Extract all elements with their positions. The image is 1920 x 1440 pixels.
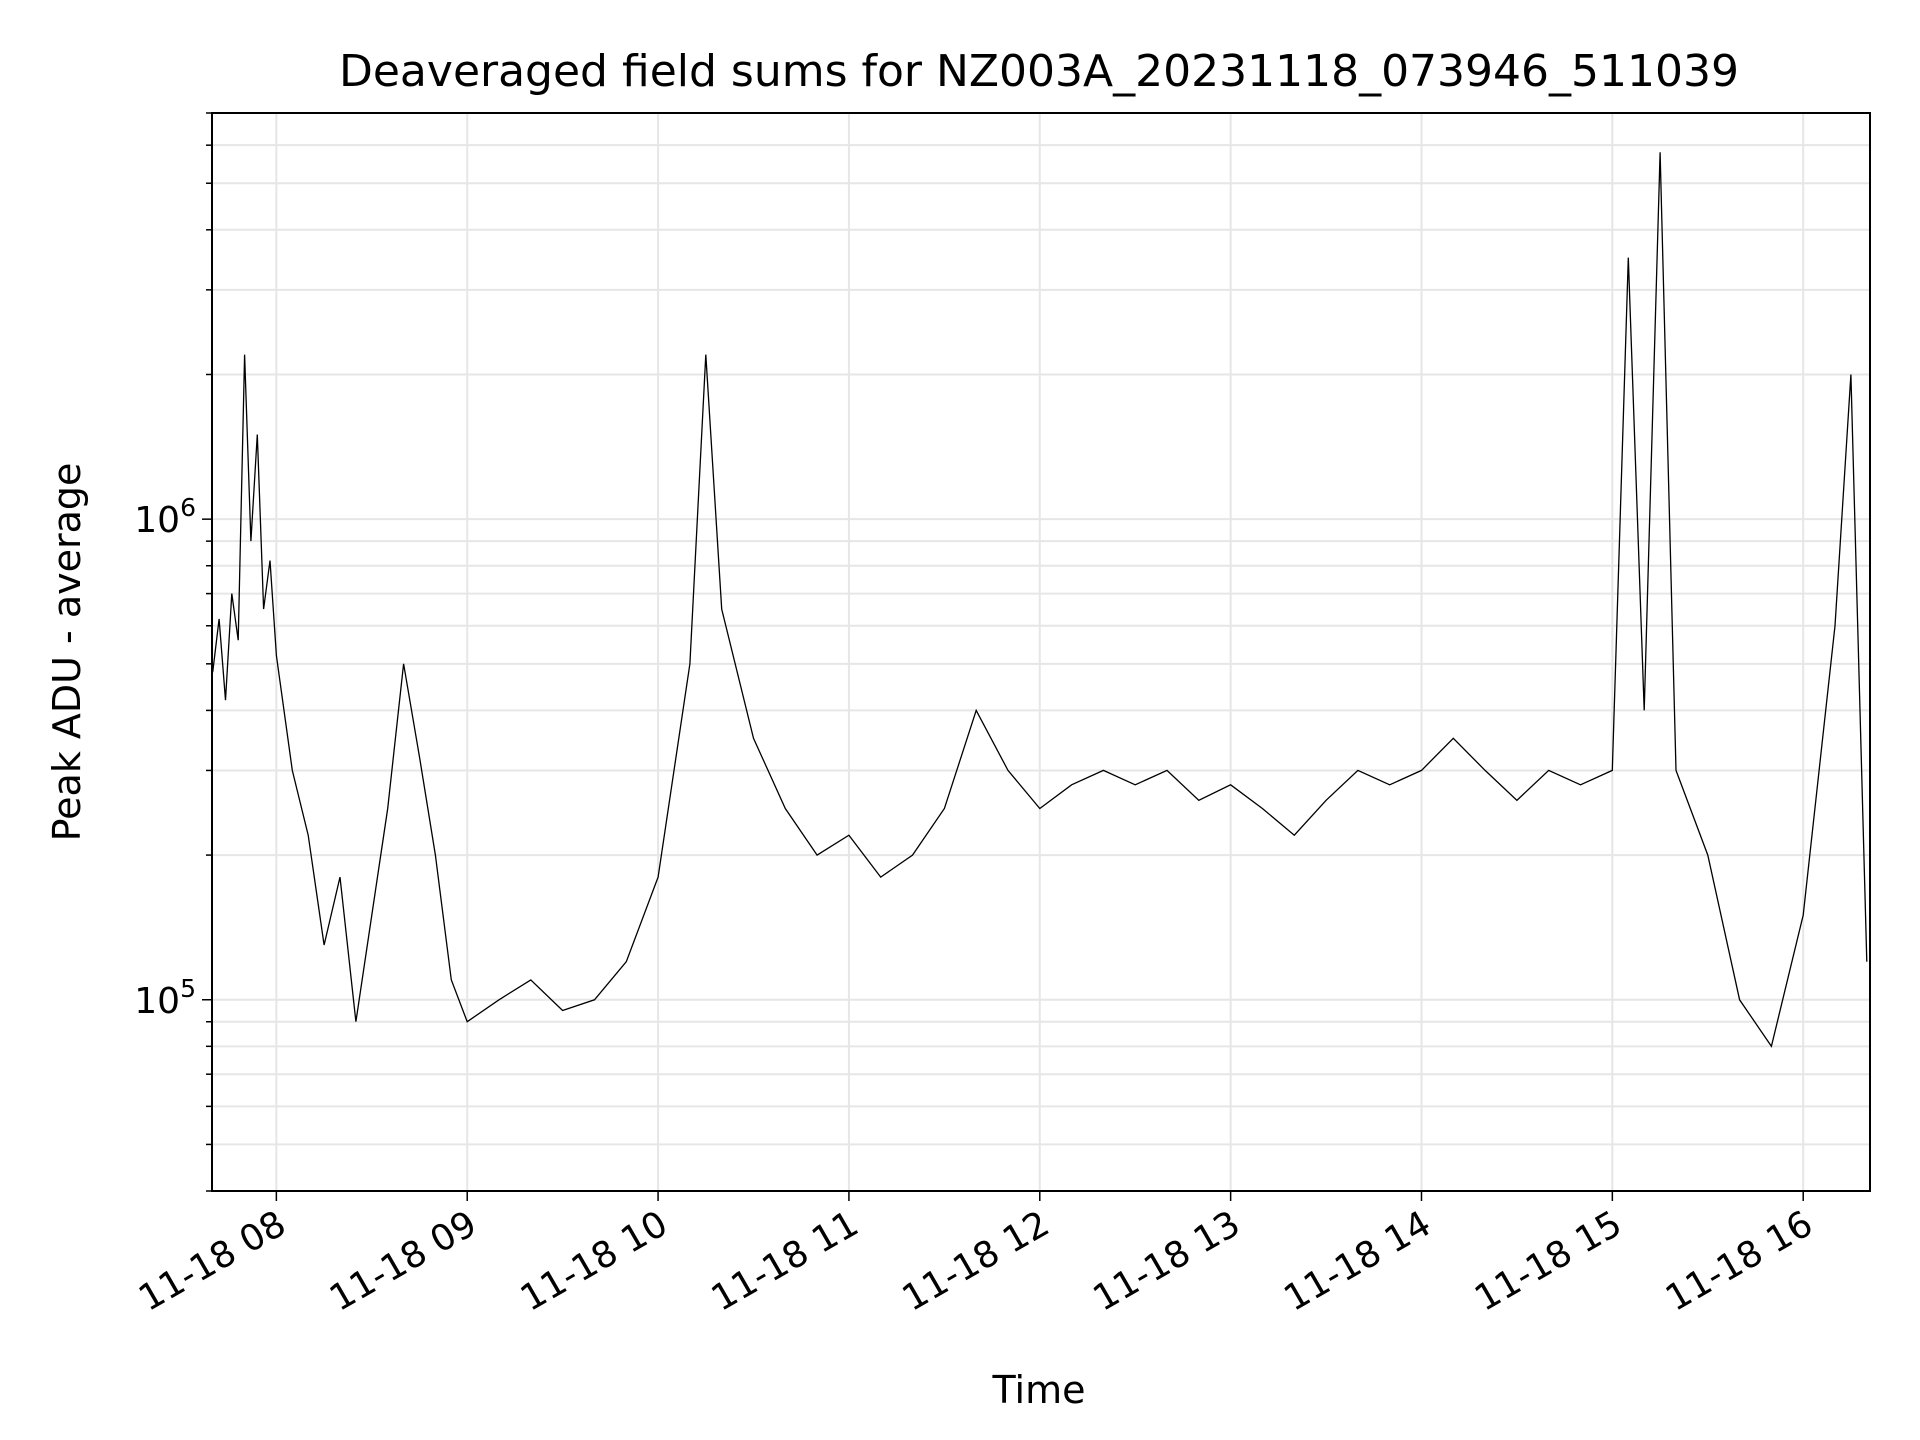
- x-tick-label: 11-18 10: [514, 1203, 675, 1319]
- grid-lines: [212, 112, 1870, 1192]
- plot-area: [212, 152, 1868, 1048]
- y-tick-label: 105: [134, 974, 196, 1022]
- x-tick-label: 11-18 16: [1659, 1203, 1820, 1319]
- x-tick-label: 11-18 11: [705, 1203, 866, 1319]
- plot-frame: [211, 112, 1871, 1192]
- y-tick-label: 106: [134, 493, 196, 541]
- chart-title: Deaveraged field sums for NZ003A_2023111…: [339, 46, 1739, 97]
- x-tick-label: 11-18 13: [1086, 1203, 1247, 1319]
- series-line: [212, 152, 1868, 1048]
- x-axis-ticks: 11-18 08 11-18 09 11-18 10 11-18 11 11-18 12…: [132, 1191, 1820, 1320]
- y-axis-ticks: 105 106: [134, 112, 212, 1192]
- x-tick-label: 11-18 15: [1468, 1203, 1629, 1319]
- x-tick-label: 11-18 12: [896, 1203, 1057, 1319]
- x-axis-label: Time: [992, 1368, 1086, 1412]
- x-tick-label: 11-18 09: [323, 1203, 484, 1319]
- x-tick-label: 11-18 08: [132, 1203, 293, 1319]
- x-tick-label: 11-18 14: [1277, 1203, 1438, 1319]
- y-axis-label: Peak ADU - average: [45, 463, 89, 842]
